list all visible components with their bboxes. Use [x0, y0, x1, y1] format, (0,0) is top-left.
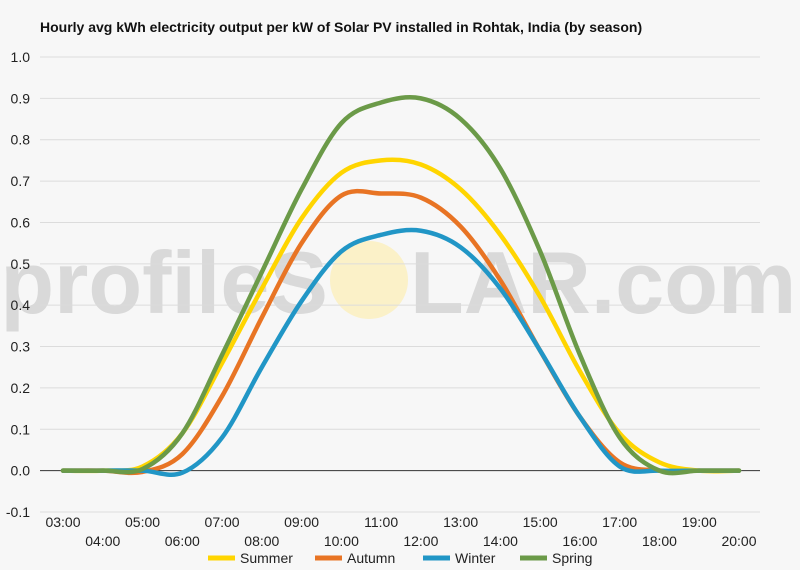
x-tick-label: 10:00 [324, 533, 359, 549]
y-tick-label: 0.8 [11, 132, 31, 148]
legend-item-spring: Spring [520, 550, 592, 566]
y-tick-label: -0.1 [6, 504, 30, 520]
x-tick-label: 15:00 [523, 514, 558, 530]
y-tick-label: 0.2 [11, 380, 31, 396]
y-tick-label: 0.6 [11, 214, 31, 230]
y-tick-label: 0.4 [11, 297, 31, 313]
x-tick-label: 07:00 [205, 514, 240, 530]
y-tick-label: 1.0 [11, 49, 31, 65]
chart-title: Hourly avg kWh electricity output per kW… [40, 19, 643, 35]
series-lines [60, 95, 742, 478]
legend-item-autumn: Autumn [315, 550, 395, 566]
y-tick-label: 0.0 [11, 463, 31, 479]
x-tick-label: 20:00 [721, 533, 756, 549]
x-tick-label: 06:00 [165, 533, 200, 549]
series-line-winter [60, 227, 742, 478]
x-tick-label: 09:00 [284, 514, 319, 530]
x-tick-label: 18:00 [642, 533, 677, 549]
y-axis-ticks: -0.1 0.0 0.1 0.2 0.3 0.4 0.5 0.6 0.7 0.8 0.9 1.0 [6, 49, 30, 520]
y-tick-label: 0.5 [11, 256, 31, 272]
legend-item-winter: Winter [423, 550, 496, 566]
gridlines [40, 56, 760, 513]
x-tick-label: 14:00 [483, 533, 518, 549]
legend: Summer Autumn Winter Spring [208, 550, 592, 566]
x-tick-label: 03:00 [45, 514, 80, 530]
x-tick-label: 17:00 [602, 514, 637, 530]
y-tick-label: 0.9 [11, 90, 31, 106]
legend-label: Summer [240, 550, 293, 566]
watermark-sun-icon [330, 241, 408, 319]
legend-label: Autumn [347, 550, 395, 566]
x-tick-label: 05:00 [125, 514, 160, 530]
watermark-right-text: LAR.com [410, 233, 796, 332]
x-tick-label: 11:00 [364, 514, 398, 530]
y-tick-label: 0.7 [11, 173, 31, 189]
x-tick-label: 19:00 [682, 514, 717, 530]
legend-item-summer: Summer [208, 550, 293, 566]
x-tick-label: 08:00 [244, 533, 279, 549]
y-tick-label: 0.1 [11, 421, 31, 437]
legend-label: Spring [552, 550, 592, 566]
y-tick-label: 0.3 [11, 339, 31, 355]
watermark: profileS LAR.com [0, 233, 796, 332]
x-tick-label: 13:00 [443, 514, 478, 530]
series-line-spring [60, 95, 742, 476]
x-tick-label: 16:00 [562, 533, 597, 549]
series-line-autumn [60, 188, 742, 476]
legend-label: Winter [455, 550, 496, 566]
x-tick-label: 12:00 [403, 533, 438, 549]
x-tick-label: 04:00 [85, 533, 120, 549]
